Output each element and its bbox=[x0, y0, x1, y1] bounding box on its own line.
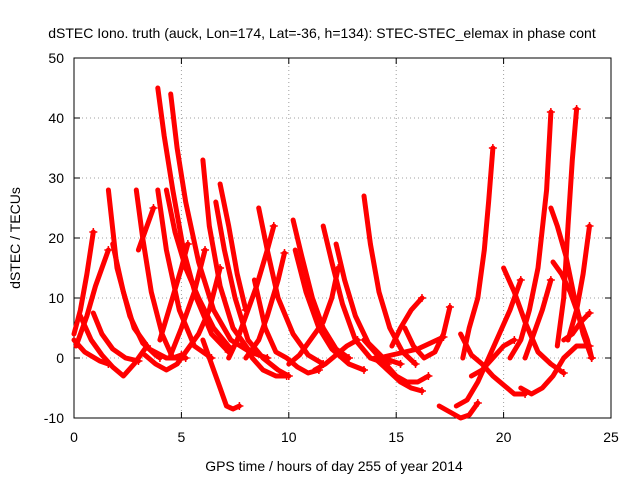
data-series-arc bbox=[333, 241, 403, 367]
plus-marker bbox=[134, 357, 143, 365]
data-series-arc bbox=[518, 343, 592, 397]
data-series-arc bbox=[142, 265, 223, 373]
data-series-arc bbox=[200, 337, 242, 412]
y-tick-label: 0 bbox=[56, 350, 64, 366]
x-tick-label: 15 bbox=[388, 429, 404, 445]
data-series-arc bbox=[561, 310, 592, 343]
data-series-arc bbox=[200, 157, 270, 361]
data-series-arc bbox=[312, 337, 360, 373]
plus-marker bbox=[587, 354, 596, 362]
data-series-arc bbox=[135, 205, 156, 253]
axis-ticks bbox=[73, 57, 612, 419]
plus-marker bbox=[439, 333, 448, 341]
plus-marker bbox=[282, 372, 291, 380]
data-series-arc bbox=[155, 187, 214, 361]
data-series-arc bbox=[389, 295, 425, 349]
data-series-arc bbox=[507, 109, 554, 361]
plus-marker bbox=[344, 354, 353, 362]
y-tick-label: 30 bbox=[48, 170, 64, 186]
y-tick-label: 40 bbox=[48, 110, 64, 126]
x-tick-label: 0 bbox=[70, 429, 78, 445]
data-series-arc bbox=[110, 241, 189, 361]
chart-title: dSTEC Iono. truth (auck, Lon=174, Lat=-3… bbox=[48, 25, 596, 41]
plus-marker bbox=[546, 276, 555, 284]
plus-marker bbox=[585, 309, 594, 317]
plus-marker bbox=[334, 264, 343, 272]
data-series-arc bbox=[522, 277, 554, 361]
data-series-arc bbox=[554, 106, 580, 349]
y-tick-label: 10 bbox=[48, 290, 64, 306]
plus-marker bbox=[396, 360, 405, 368]
data-series-arc bbox=[468, 337, 517, 379]
data-series-arc bbox=[550, 259, 595, 361]
data-series-arc bbox=[155, 85, 232, 355]
data-series-arc bbox=[243, 250, 287, 361]
data-series-arc bbox=[163, 187, 234, 352]
x-tick-label: 5 bbox=[178, 429, 186, 445]
plus-marker bbox=[546, 108, 555, 116]
data-series-arc bbox=[256, 205, 326, 367]
y-tick-label: 50 bbox=[48, 50, 64, 66]
plus-marker bbox=[235, 402, 244, 410]
plus-marker bbox=[516, 276, 525, 284]
y-tick-label: 20 bbox=[48, 230, 64, 246]
data-series-arc bbox=[292, 247, 367, 373]
plus-marker bbox=[488, 144, 497, 152]
data-series bbox=[71, 85, 596, 421]
data-series-arc bbox=[372, 355, 425, 394]
data-series-arc bbox=[90, 310, 141, 364]
plus-marker bbox=[143, 342, 152, 350]
plus-marker bbox=[424, 372, 433, 380]
data-series-arc bbox=[453, 277, 524, 409]
plus-marker bbox=[559, 369, 568, 377]
data-series-arc bbox=[77, 313, 150, 379]
plus-marker bbox=[149, 204, 158, 212]
plus-marker bbox=[417, 387, 426, 395]
plus-marker bbox=[359, 366, 368, 374]
data-series-arc bbox=[402, 304, 453, 361]
plus-marker bbox=[445, 303, 454, 311]
plus-marker bbox=[510, 336, 519, 344]
plus-marker bbox=[104, 246, 113, 254]
data-series-arc bbox=[168, 91, 253, 355]
data-series-arc bbox=[71, 229, 96, 337]
y-axis-label: dSTEC / TECUs bbox=[7, 187, 23, 289]
tick-labels: 0 5 10 15 20 25 -10 0 10 20 30 40 50 bbox=[44, 50, 619, 445]
plus-marker bbox=[89, 228, 98, 236]
data-series-arc bbox=[71, 337, 111, 367]
data-series-arc bbox=[460, 145, 496, 361]
data-series-arc bbox=[565, 223, 592, 343]
data-series-arc bbox=[217, 181, 249, 313]
data-series-arc bbox=[168, 247, 208, 358]
plus-marker bbox=[473, 399, 482, 407]
data-series-arc bbox=[436, 400, 481, 421]
x-tick-label: 20 bbox=[496, 429, 512, 445]
x-tick-label: 10 bbox=[281, 429, 297, 445]
plus-marker bbox=[411, 360, 420, 368]
y-tick-label: -10 bbox=[44, 410, 64, 426]
plus-marker bbox=[201, 246, 210, 254]
plus-marker bbox=[269, 222, 278, 230]
data-series-arc bbox=[213, 199, 292, 379]
data-series-arc bbox=[376, 334, 446, 361]
data-series-arc bbox=[133, 187, 184, 361]
data-series-arc bbox=[286, 265, 341, 367]
data-series-arc bbox=[458, 331, 528, 397]
x-tick-label: 25 bbox=[603, 429, 619, 445]
plus-marker bbox=[183, 240, 192, 248]
plus-marker bbox=[353, 336, 362, 344]
data-series-arc bbox=[157, 241, 191, 343]
x-axis-label: GPS time / hours of day 255 of year 2014 bbox=[205, 458, 463, 474]
plus-marker bbox=[585, 222, 594, 230]
plus-marker bbox=[572, 105, 581, 113]
plus-marker bbox=[280, 249, 289, 257]
plus-marker bbox=[417, 294, 426, 302]
